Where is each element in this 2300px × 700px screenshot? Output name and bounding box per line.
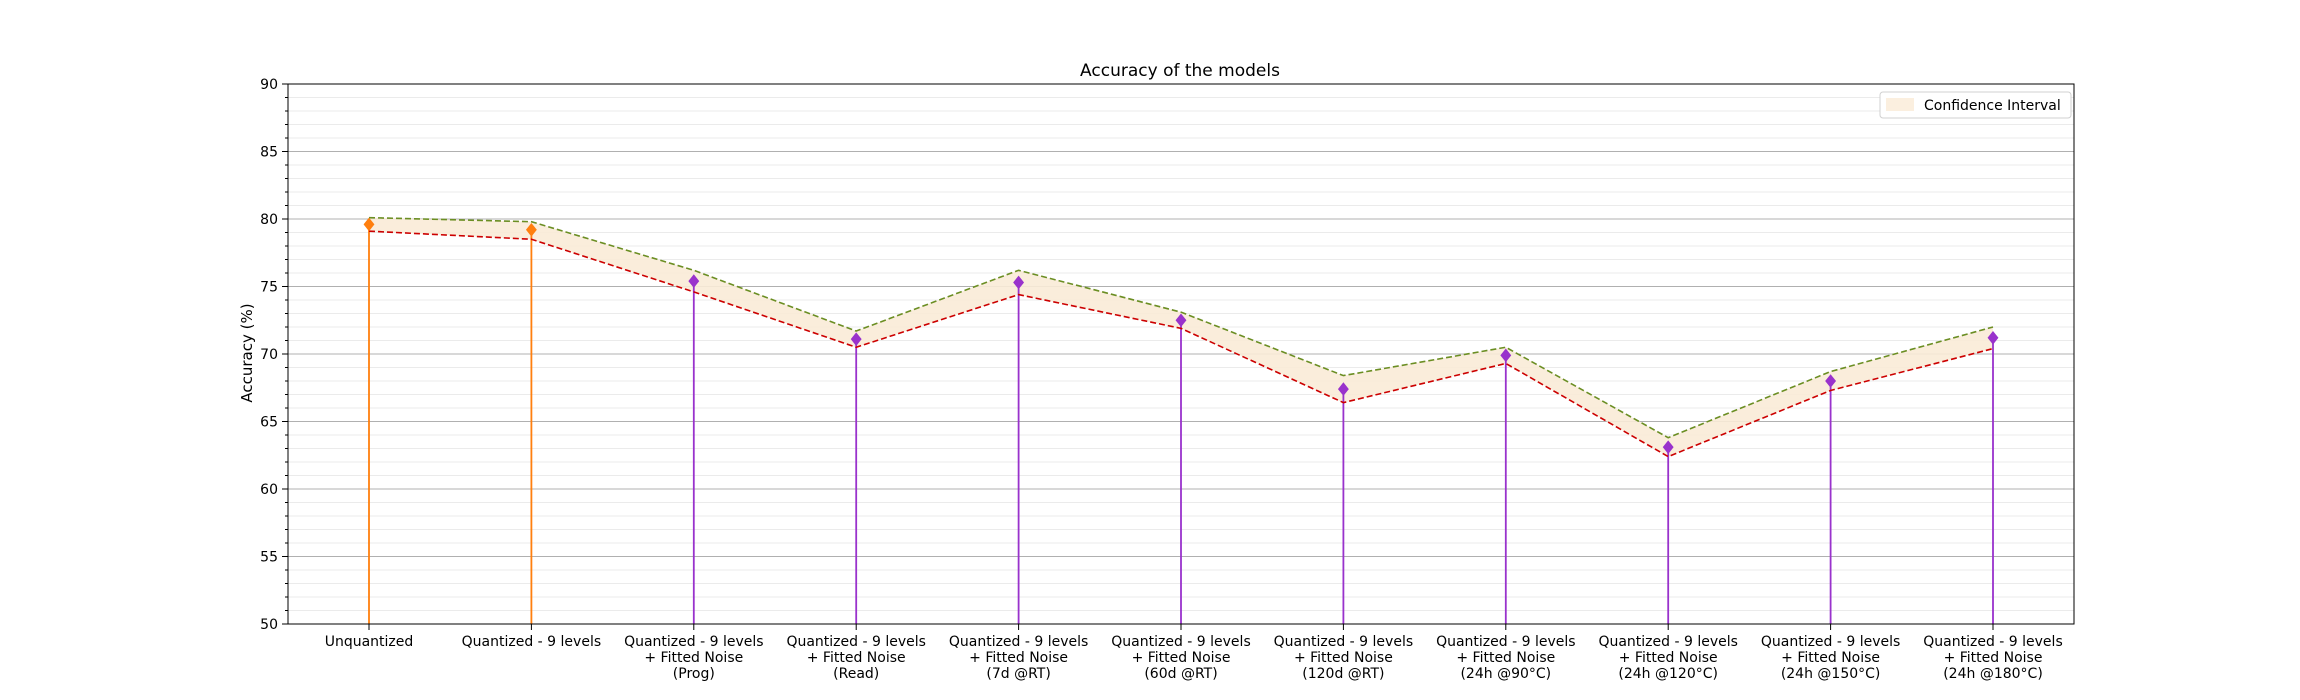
x-tick-label: Quantized - 9 levels + Fitted Noise (7d @R…: [949, 634, 1088, 682]
lower-bound-line: [368, 230, 1994, 458]
y-axis-title: Accuracy (%): [238, 303, 256, 402]
y-tick-label: 65: [260, 415, 278, 431]
x-tick-label: Quantized - 9 levels + Fitted Noise (120d …: [1274, 634, 1413, 682]
chart-title: Accuracy of the models: [1080, 61, 1280, 81]
x-tick-label: Quantized - 9 levels + Fitted Noise (24h @…: [1761, 634, 1900, 682]
legend[interactable]: Confidence Interval: [1879, 91, 2072, 119]
accuracy-marker[interactable]: [1175, 313, 1187, 328]
accuracy-marker[interactable]: [1662, 440, 1674, 454]
accuracy-marker[interactable]: [363, 217, 375, 232]
y-tick-label: 80: [260, 212, 278, 228]
y-tick-label: 75: [260, 280, 278, 296]
y-tick-label: 85: [260, 145, 278, 161]
y-tick-label: 60: [260, 482, 278, 498]
accuracy-marker[interactable]: [1987, 330, 1999, 345]
marker-layer: [363, 217, 1999, 454]
bound-lines-layer: [368, 216, 1994, 458]
upper-bound-line: [368, 216, 1994, 439]
accuracy-marker[interactable]: [850, 332, 862, 346]
x-tick-label: Quantized - 9 levels + Fitted Noise (60d @…: [1111, 634, 1250, 682]
legend-label-confidence-interval: Confidence Interval: [1924, 98, 2061, 114]
accuracy-marker[interactable]: [1013, 275, 1025, 290]
stem-layer: [368, 224, 1994, 624]
x-tick-label: Quantized - 9 levels + Fitted Noise (24h @…: [1598, 634, 1737, 682]
accuracy-marker[interactable]: [1825, 374, 1837, 388]
accuracy-marker[interactable]: [525, 222, 537, 237]
y-tick-label: 55: [260, 550, 278, 566]
x-axis-ticks: Unquantized Quantized - 9 levels Quantized…: [325, 624, 2063, 682]
confidence-interval-band: [369, 217, 1993, 457]
x-tick-label: Quantized - 9 levels + Fitted Noise (24h @…: [1436, 634, 1575, 682]
x-tick-label: Quantized - 9 levels: [462, 634, 601, 650]
y-axis-ticks: 50 55 60 65 70 75 80 85 90: [260, 77, 288, 633]
x-tick-label: Quantized - 9 levels + Fitted Noise (Prog): [624, 634, 763, 682]
x-tick-label: Quantized - 9 levels + Fitted Noise (Read): [786, 634, 925, 682]
y-tick-label: 70: [260, 347, 278, 363]
accuracy-marker[interactable]: [688, 274, 700, 288]
y-tick-label: 50: [260, 617, 278, 633]
x-tick-label: Unquantized: [325, 634, 414, 650]
legend-box: [1879, 91, 2072, 119]
legend-swatch-confidence-interval: [1886, 98, 1914, 111]
accuracy-marker[interactable]: [1500, 348, 1512, 363]
x-tick-label: Quantized - 9 levels + Fitted Noise (24h @…: [1923, 634, 2062, 682]
accuracy-marker[interactable]: [1337, 382, 1349, 396]
y-tick-label: 90: [260, 77, 278, 93]
confidence-band-layer: [369, 217, 1993, 457]
